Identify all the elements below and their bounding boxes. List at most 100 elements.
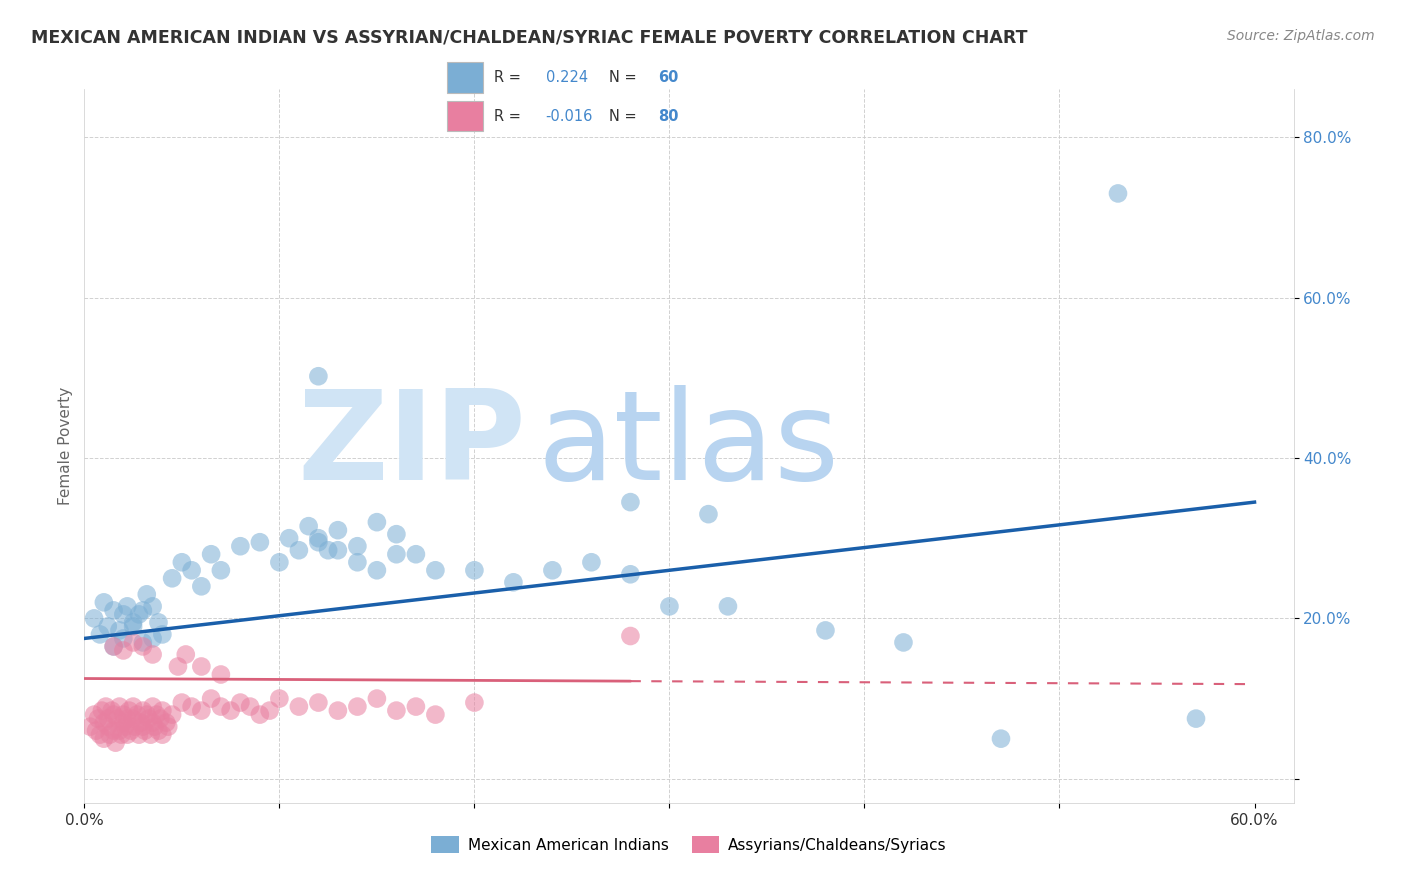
Point — [117, 712, 139, 726]
Point — [108, 723, 131, 738]
Text: 0.224: 0.224 — [546, 70, 588, 85]
Point — [326, 704, 349, 718]
Point — [117, 728, 139, 742]
Point — [307, 535, 329, 549]
Point — [128, 728, 150, 742]
Point — [209, 699, 232, 714]
Point — [239, 699, 262, 714]
FancyBboxPatch shape — [447, 62, 482, 93]
Point — [167, 659, 190, 673]
Point — [143, 720, 166, 734]
Point — [717, 599, 740, 614]
Point — [107, 712, 129, 726]
Text: R =: R = — [494, 70, 530, 85]
Point — [405, 547, 427, 561]
Point — [278, 531, 301, 545]
Point — [97, 619, 120, 633]
Point — [326, 543, 349, 558]
Point — [90, 704, 112, 718]
Point — [219, 704, 242, 718]
Point — [93, 595, 115, 609]
Point — [93, 731, 115, 746]
Point — [112, 632, 135, 646]
Point — [89, 627, 111, 641]
Point — [87, 712, 110, 726]
Point — [104, 736, 127, 750]
Point — [269, 555, 291, 569]
Point — [1107, 186, 1129, 201]
Point — [150, 728, 173, 742]
Point — [619, 629, 641, 643]
Point — [120, 723, 142, 738]
Point — [83, 611, 105, 625]
Point — [129, 715, 152, 730]
Y-axis label: Female Poverty: Female Poverty — [58, 387, 73, 505]
Legend: Mexican American Indians, Assyrians/Chaldeans/Syriacs: Mexican American Indians, Assyrians/Chal… — [425, 830, 953, 859]
Point — [103, 640, 125, 654]
Point — [132, 720, 155, 734]
Point — [157, 720, 180, 734]
Point — [307, 696, 329, 710]
Point — [98, 728, 121, 742]
Point — [307, 369, 329, 384]
Point — [149, 712, 172, 726]
Point — [893, 635, 915, 649]
Text: -0.016: -0.016 — [546, 109, 593, 124]
Point — [100, 704, 122, 718]
Point — [502, 575, 524, 590]
Point — [132, 704, 155, 718]
Point — [148, 723, 170, 738]
Point — [346, 555, 368, 569]
Point — [108, 699, 131, 714]
Point — [128, 607, 150, 622]
Point — [103, 707, 125, 722]
Point — [142, 599, 165, 614]
Point — [110, 728, 132, 742]
Point — [124, 720, 146, 734]
Point — [142, 715, 165, 730]
Point — [122, 712, 145, 726]
Point — [84, 723, 107, 738]
Point — [269, 691, 291, 706]
Point — [180, 563, 202, 577]
Point — [89, 728, 111, 742]
Point — [541, 563, 564, 577]
Point — [150, 627, 173, 641]
Point — [316, 543, 339, 558]
Point — [122, 615, 145, 630]
Point — [79, 720, 101, 734]
Point — [463, 696, 485, 710]
Point — [142, 632, 165, 646]
Point — [112, 715, 135, 730]
Point — [150, 704, 173, 718]
Point — [288, 699, 311, 714]
Point — [160, 571, 183, 585]
Point — [190, 659, 212, 673]
Point — [190, 704, 212, 718]
Point — [307, 531, 329, 545]
Text: 60: 60 — [658, 70, 678, 85]
Point — [385, 704, 408, 718]
Point — [135, 587, 157, 601]
Point — [990, 731, 1012, 746]
Point — [170, 555, 193, 569]
Point — [83, 707, 105, 722]
Point — [288, 543, 311, 558]
Text: N =: N = — [609, 70, 641, 85]
Point — [209, 667, 232, 681]
Point — [117, 599, 139, 614]
Point — [259, 704, 281, 718]
Point — [1185, 712, 1208, 726]
Point — [97, 712, 120, 726]
Point — [132, 603, 155, 617]
Point — [122, 635, 145, 649]
Point — [385, 527, 408, 541]
Point — [94, 699, 117, 714]
Point — [174, 648, 197, 662]
Point — [125, 707, 148, 722]
Point — [142, 648, 165, 662]
Point — [385, 547, 408, 561]
Text: Source: ZipAtlas.com: Source: ZipAtlas.com — [1227, 29, 1375, 43]
Point — [619, 495, 641, 509]
Point — [581, 555, 603, 569]
